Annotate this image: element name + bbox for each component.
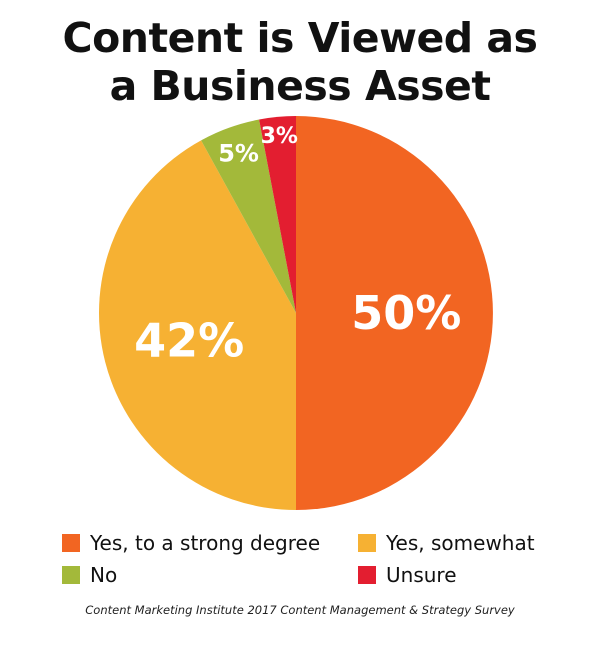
legend-item-yes-somewhat: Yes, somewhat: [358, 530, 535, 556]
pie-slice-yes-somewhat: [99, 140, 296, 510]
legend: Yes, to a strong degree Yes, somewhat No…: [0, 524, 600, 594]
pie-slice-unsure: [259, 116, 296, 313]
source-note: Content Marketing Institute 2017 Content…: [85, 603, 515, 617]
chart-title-line2: a Business Asset: [109, 62, 491, 110]
legend-swatch-yes-somewhat: [358, 534, 376, 552]
legend-swatch-unsure: [358, 566, 376, 584]
chart-title: Content is Viewed as a Business Asset: [0, 14, 600, 110]
pie-label-yes-somewhat: 42%: [134, 313, 244, 367]
legend-label-yes-somewhat: Yes, somewhat: [386, 531, 535, 555]
pie-label-yes-to-a-strong-degree: 50%: [351, 286, 461, 340]
pie-label-no: 5%: [218, 140, 259, 168]
legend-label-unsure: Unsure: [386, 563, 457, 587]
pie-label-unsure: 3%: [261, 124, 298, 149]
legend-item-no: No: [62, 562, 117, 588]
pie-slice-no: [201, 119, 296, 313]
legend-swatch-yes-strong: [62, 534, 80, 552]
legend-item-yes-strong: Yes, to a strong degree: [62, 530, 320, 556]
pie-slice-yes-to-a-strong-degree: [296, 116, 493, 510]
chart-title-line1: Content is Viewed as: [62, 14, 538, 62]
legend-swatch-no: [62, 566, 80, 584]
legend-label-yes-strong: Yes, to a strong degree: [90, 531, 321, 555]
legend-item-unsure: Unsure: [358, 562, 457, 588]
legend-label-no: No: [90, 563, 118, 587]
